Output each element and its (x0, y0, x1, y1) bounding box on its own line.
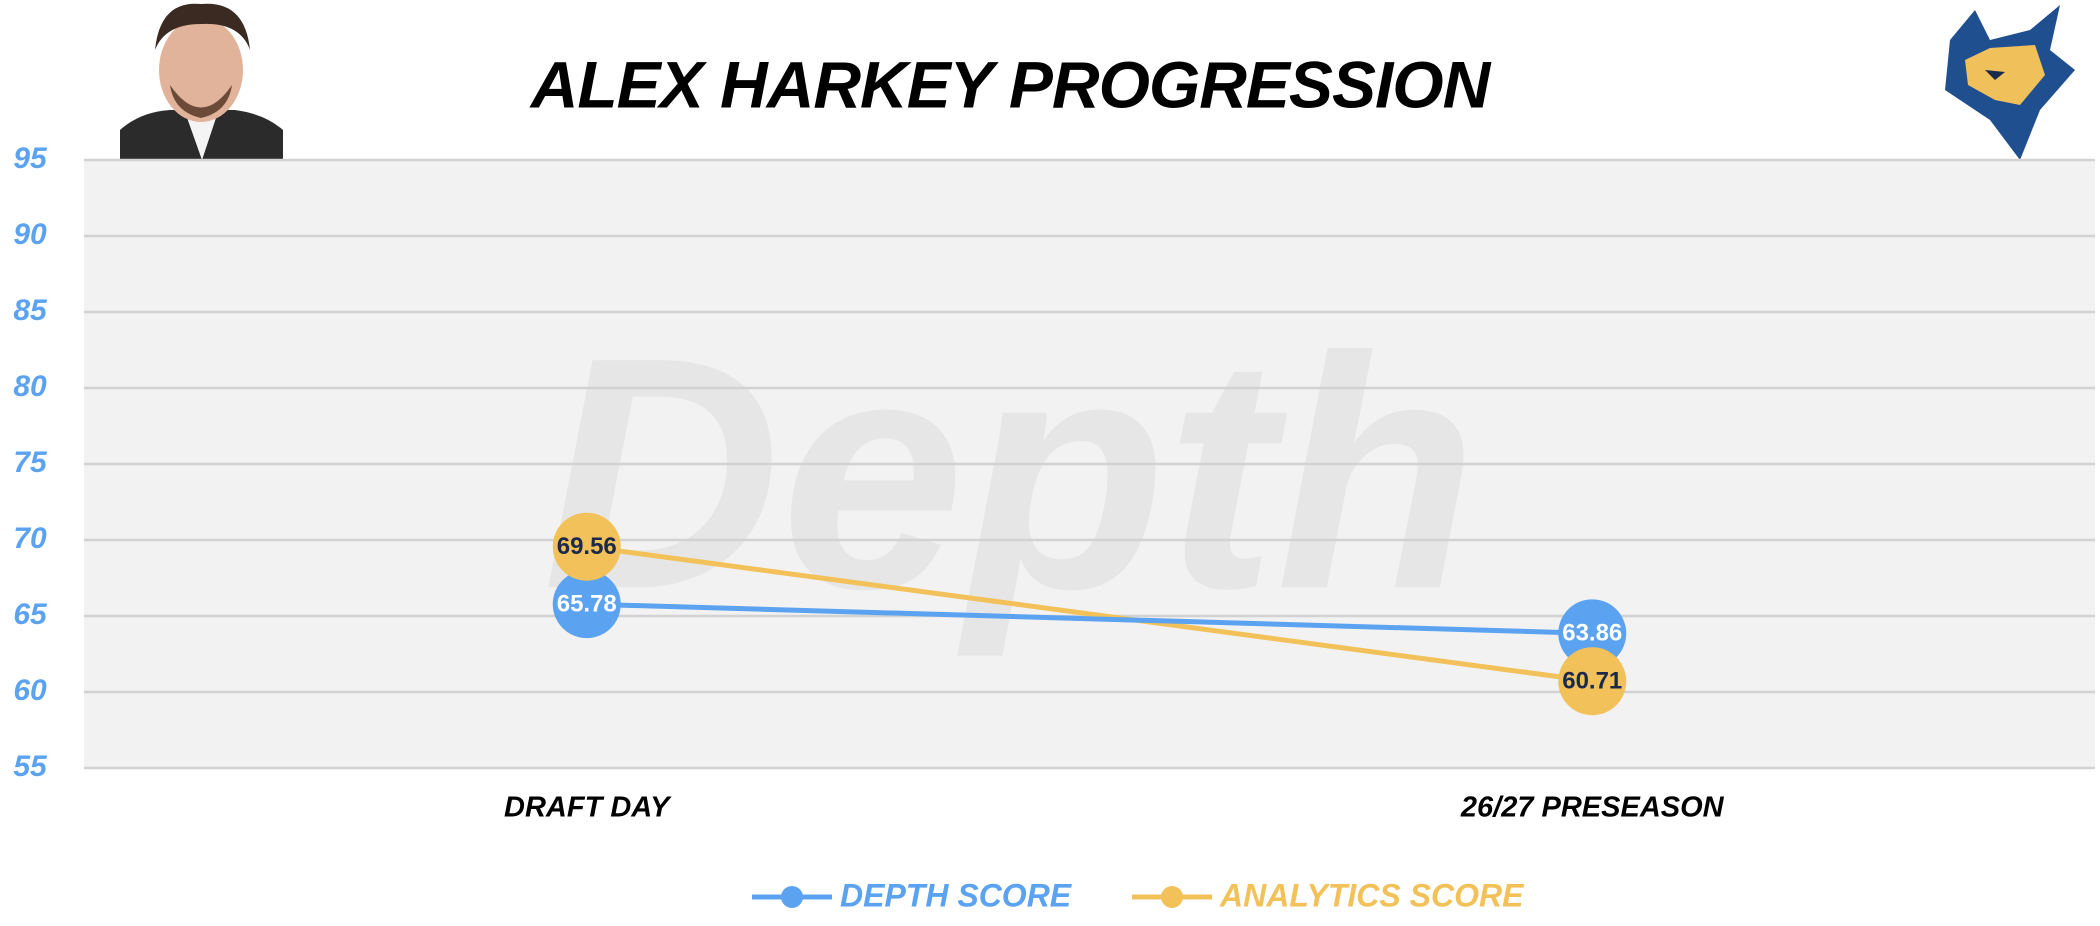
data-label: 63.86 (1562, 620, 1622, 647)
y-tick-label: 70 (13, 522, 47, 555)
y-tick-label: 95 (13, 142, 48, 175)
x-tick-label: DRAFT DAY (504, 792, 672, 824)
y-tick-label: 80 (13, 370, 47, 403)
y-tick-label: 55 (13, 750, 48, 783)
team-logo (1945, 5, 2075, 160)
legend: DEPTH SCORE ANALYTICS SCORE (752, 877, 1525, 913)
data-point (1558, 599, 1627, 668)
y-tick-label: 75 (13, 446, 48, 479)
series-line (586, 601, 1593, 636)
y-tick-label: 65 (13, 598, 48, 631)
player-photo (120, 0, 283, 160)
x-tick-label: 26/27 PRESEASON (1460, 792, 1725, 824)
data-label: 65.78 (557, 590, 617, 617)
watermark: Depth (543, 288, 1478, 659)
y-tick-label: 85 (13, 294, 48, 327)
legend-label: DEPTH SCORE (840, 877, 1073, 913)
chart-title: ALEX HARKEY PROGRESSION (529, 47, 1492, 121)
data-label: 60.71 (1562, 668, 1622, 695)
legend-label: ANALYTICS SCORE (1219, 877, 1525, 913)
data-point (552, 570, 621, 639)
points: 65.78 63.86 69.56 60.71 (552, 512, 1627, 716)
legend-marker (781, 886, 803, 908)
legend-marker (1161, 886, 1183, 908)
y-tick-label: 90 (13, 218, 47, 251)
data-point (552, 512, 621, 581)
lines (586, 544, 1593, 684)
series-line (586, 544, 1593, 684)
data-label: 69.56 (557, 533, 617, 560)
data-point (1558, 647, 1627, 716)
y-tick-label: 60 (13, 674, 47, 707)
